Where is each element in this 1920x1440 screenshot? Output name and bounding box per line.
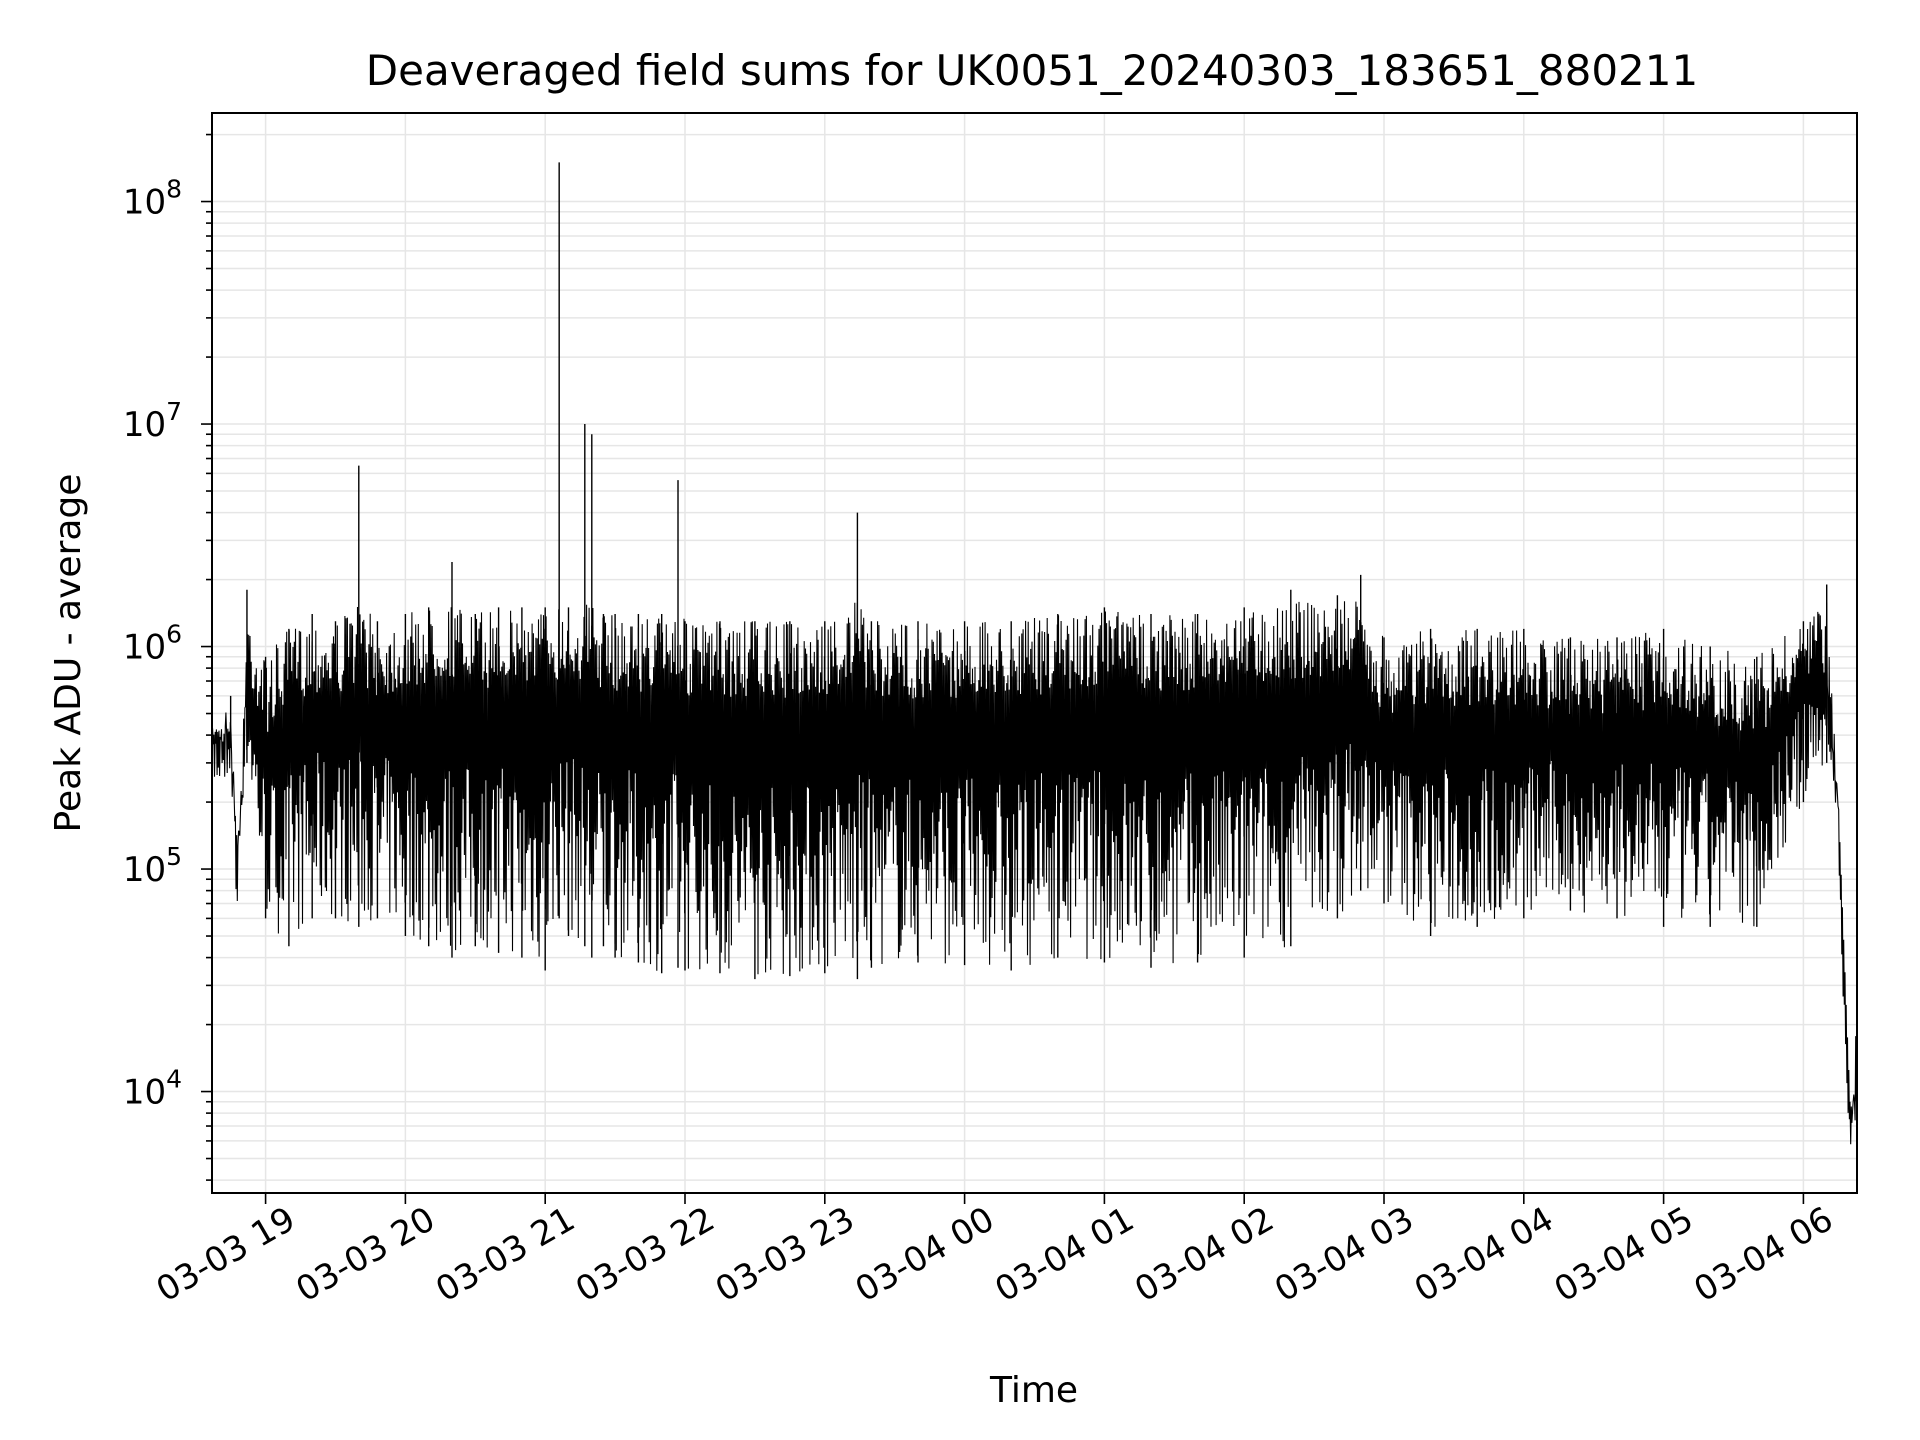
y-tick-base: 10 xyxy=(123,850,166,890)
y-tick-base: 10 xyxy=(123,405,166,445)
y-axis-label: Peak ADU - average xyxy=(48,474,89,833)
y-tick-exponent: 6 xyxy=(166,620,182,649)
y-tick-base: 10 xyxy=(123,628,166,668)
y-tick-label: 104 xyxy=(123,1065,182,1113)
x-axis-label: Time xyxy=(989,1370,1078,1411)
y-tick-label: 105 xyxy=(123,842,182,890)
y-tick-base: 10 xyxy=(123,183,166,223)
y-tick-label: 108 xyxy=(123,175,182,223)
plot-frame xyxy=(211,112,1858,1194)
y-tick-exponent: 5 xyxy=(166,842,182,871)
chart-title: Deaveraged field sums for UK0051_2024030… xyxy=(366,46,1698,95)
y-tick-exponent: 8 xyxy=(166,175,182,204)
y-tick-exponent: 4 xyxy=(166,1065,182,1094)
y-tick-label: 107 xyxy=(123,397,182,445)
series-layer xyxy=(211,162,1858,1145)
y-tick-label: 106 xyxy=(123,620,182,668)
y-tick-base: 10 xyxy=(123,1073,166,1113)
y-tick-exponent: 7 xyxy=(166,397,182,426)
series-line xyxy=(211,601,1858,1145)
